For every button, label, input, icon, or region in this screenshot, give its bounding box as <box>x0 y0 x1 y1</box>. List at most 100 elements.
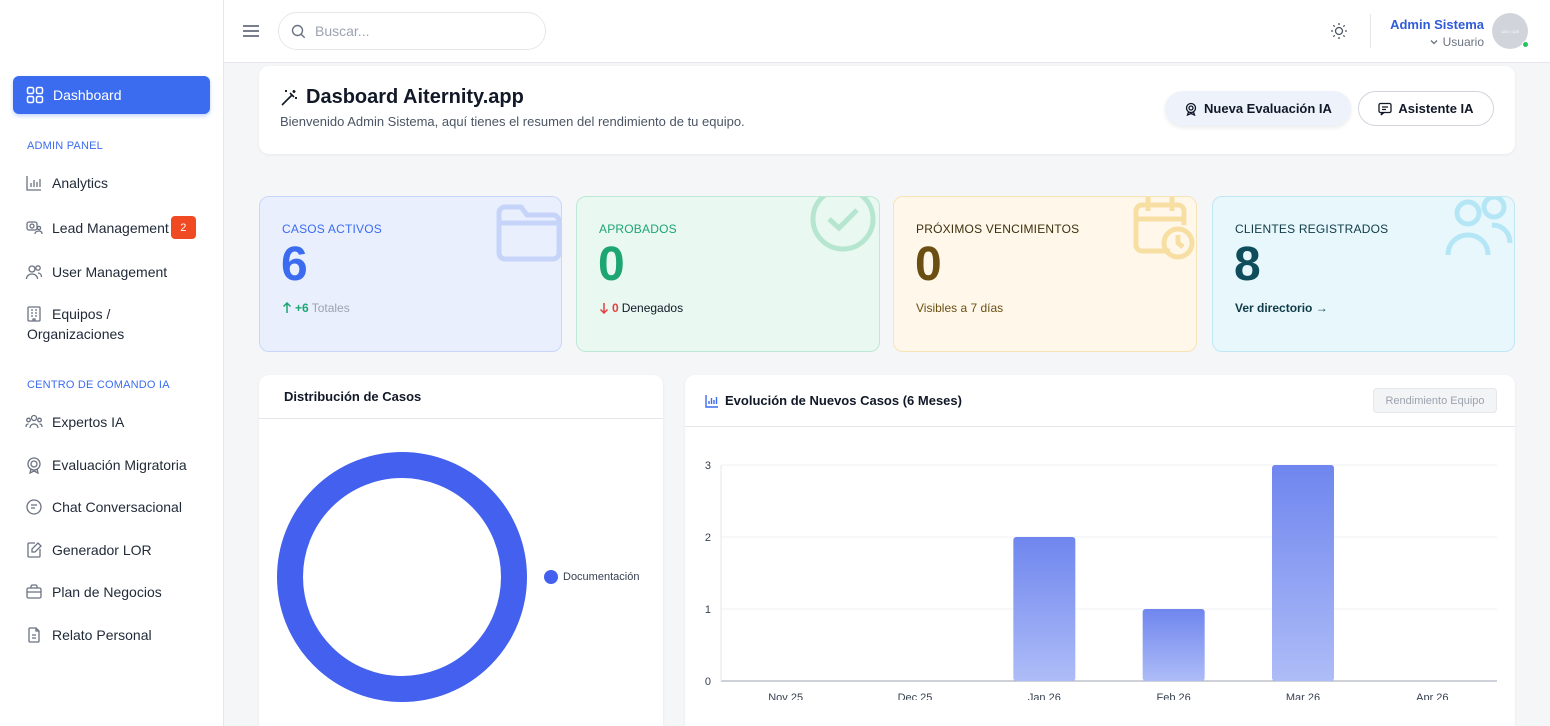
notification-badge: 2 <box>170 216 196 239</box>
bar-mar-26[interactable] <box>1272 465 1334 681</box>
legend-dot <box>544 570 558 584</box>
stat-label: CASOS ACTIVOS <box>282 222 382 236</box>
sun-icon[interactable] <box>1330 22 1348 40</box>
stat-footer: +6 Totales <box>282 301 350 315</box>
header-card: Dasboard Aiternity.app Bienvenido Admin … <box>259 66 1515 154</box>
document-icon <box>25 626 43 644</box>
experts-icon <box>25 413 43 431</box>
legend-label: Documentación <box>563 571 640 583</box>
edit-doc-icon <box>25 541 43 559</box>
stat-footer-text: Visibles a 7 días <box>916 301 1004 315</box>
sidebar-item-label: Equipos / <box>52 306 111 322</box>
sidebar-item-plan-de-negocios[interactable]: Plan de Negocios <box>25 583 162 601</box>
sidebar-item-label: Expertos IA <box>52 414 125 430</box>
sidebar-item-expertos-ia[interactable]: Expertos IA <box>25 413 124 431</box>
y-tick-label: 0 <box>705 676 711 688</box>
x-tick-label: Jan 26 <box>1028 692 1061 700</box>
sidebar-item-generador-lor[interactable]: Generador LOR <box>25 541 152 559</box>
avatar-text: 120 × 120 <box>1501 28 1519 34</box>
section-title-ia: CENTRO DE COMANDO IA <box>27 379 170 391</box>
x-tick-label: Dec 25 <box>898 692 933 700</box>
divider <box>685 426 1515 427</box>
y-tick-label: 3 <box>705 460 711 472</box>
user-role[interactable]: Usuario <box>1429 35 1484 49</box>
building-icon <box>25 305 43 323</box>
search-bar[interactable] <box>278 12 546 50</box>
page-subtitle: Bienvenido Admin Sistema, aquí tienes el… <box>280 114 745 129</box>
legend-item[interactable]: Documentación <box>544 570 639 584</box>
divider <box>1370 14 1371 48</box>
evolution-card: Evolución de Nuevos Casos (6 Meses) Rend… <box>685 375 1515 726</box>
grid-icon <box>26 86 44 104</box>
stat-value: 6 <box>281 238 308 291</box>
y-tick-label: 2 <box>705 532 711 544</box>
x-tick-label: Feb 26 <box>1157 692 1191 700</box>
stat-footer-text: Ver directorio → <box>1235 301 1328 315</box>
page-title-text: Dasboard Aiternity.app <box>306 86 524 108</box>
bar-feb-26[interactable] <box>1142 609 1205 681</box>
users-icon <box>1445 197 1513 256</box>
badge-icon <box>1185 102 1197 116</box>
calendar-clock-icon <box>1133 197 1195 260</box>
card-title-text: Evolución de Nuevos Casos (6 Meses) <box>725 393 962 408</box>
stat-footer-text: Denegados <box>621 301 684 315</box>
sidebar-item-evaluacion-migratoria[interactable]: Evaluación Migratoria <box>25 456 187 474</box>
arrow-up-icon <box>282 302 292 313</box>
stat-card-proximos-vencimientos[interactable]: PRÓXIMOS VENCIMIENTOS 0 Visibles a 7 día… <box>893 196 1197 352</box>
distribution-card: Distribución de Casos Documentación <box>259 375 663 726</box>
sidebar: Dashboard ADMIN PANEL Analytics Lead Man… <box>0 0 224 726</box>
new-evaluation-button[interactable]: Nueva Evaluación IA <box>1165 91 1351 126</box>
chat-icon <box>1378 102 1393 115</box>
sidebar-item-label: Relato Personal <box>52 627 152 643</box>
arrow-down-icon <box>599 303 609 314</box>
stat-card-aprobados[interactable]: APROBADOS 0 0 Denegados <box>576 196 880 352</box>
sidebar-item-user-management[interactable]: User Management <box>25 263 167 281</box>
sidebar-item-relato-personal[interactable]: Relato Personal <box>25 626 152 644</box>
sidebar-item-label: User Management <box>52 264 168 280</box>
sidebar-item-label-line2: Organizaciones <box>27 326 125 342</box>
x-tick-label: Nov 25 <box>768 692 803 700</box>
bar-chart: 0 1 2 3 Nov 25 Dec 25 Jan 26 Feb 26 Mar 26 Apr 26 <box>705 460 1497 700</box>
chat-icon <box>25 498 43 516</box>
donut-slice-documentacion[interactable] <box>277 452 527 702</box>
user-name[interactable]: Admin Sistema <box>1390 17 1484 32</box>
team-performance-pill[interactable]: Rendimiento Equipo <box>1373 388 1497 413</box>
stat-card-casos-activos[interactable]: CASOS ACTIVOS 6 +6 Totales <box>259 196 562 352</box>
sidebar-item-analytics[interactable]: Analytics <box>25 174 108 192</box>
badge-check-icon <box>25 456 43 474</box>
stat-footer-text: Totales <box>311 301 350 315</box>
directory-link[interactable]: Ver directorio → <box>1235 301 1328 315</box>
briefcase-icon <box>25 583 43 601</box>
section-title-admin: ADMIN PANEL <box>27 140 103 152</box>
stat-delta: 0 <box>612 301 619 315</box>
sidebar-item-lead-management[interactable]: Lead Management 2 <box>25 216 196 239</box>
magic-wand-icon <box>281 89 297 106</box>
stat-footer: Visibles a 7 días <box>916 301 1003 315</box>
sidebar-item-chat-conversacional[interactable]: Chat Conversacional <box>25 498 182 516</box>
sidebar-item-dashboard[interactable]: Dashboard <box>13 76 210 114</box>
folder-icon <box>496 204 561 262</box>
chevron-down-icon <box>1430 40 1438 45</box>
check-circle-icon <box>810 197 876 252</box>
x-tick-label: Apr 26 <box>1416 692 1448 700</box>
stat-value: 0 <box>598 238 625 291</box>
user-role-label: Usuario <box>1442 35 1484 49</box>
sidebar-item-label: Evaluación Migratoria <box>52 457 187 473</box>
stat-delta: +6 <box>295 301 309 315</box>
topbar: Admin Sistema Usuario 120 × 120 <box>224 0 1550 63</box>
bar-jan-26[interactable] <box>1013 537 1076 681</box>
x-tick-label: Mar 26 <box>1286 692 1320 700</box>
donut-chart <box>277 452 527 702</box>
sidebar-item-equipos[interactable]: Equipos / Organizaciones <box>25 304 124 344</box>
sidebar-item-label: Chat Conversacional <box>52 499 182 515</box>
divider <box>259 418 663 419</box>
sidebar-item-label: Generador LOR <box>52 542 152 558</box>
y-tick-label: 1 <box>705 604 711 616</box>
menu-icon[interactable] <box>242 21 260 41</box>
ai-assistant-button[interactable]: Asistente IA <box>1358 91 1494 126</box>
page-title: Dasboard Aiternity.app <box>279 86 524 109</box>
search-input[interactable] <box>315 23 535 39</box>
online-indicator <box>1522 41 1529 48</box>
stat-card-clientes-registrados[interactable]: CLIENTES REGISTRADOS 8 Ver directorio → <box>1212 196 1515 352</box>
stat-footer: 0 Denegados <box>599 301 683 315</box>
